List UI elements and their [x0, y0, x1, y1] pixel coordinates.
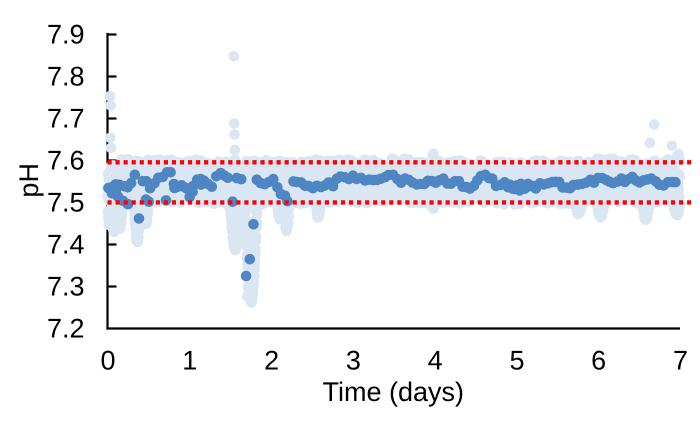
svg-text:7: 7 — [673, 346, 688, 376]
svg-text:7.2: 7.2 — [47, 314, 85, 344]
svg-text:7.9: 7.9 — [47, 20, 85, 50]
svg-text:4: 4 — [428, 346, 443, 376]
svg-text:5: 5 — [509, 346, 524, 376]
svg-text:7.6: 7.6 — [47, 146, 85, 176]
svg-text:7.8: 7.8 — [47, 62, 85, 92]
svg-text:0: 0 — [100, 346, 115, 376]
svg-text:7.5: 7.5 — [47, 188, 85, 218]
svg-text:3: 3 — [346, 346, 361, 376]
svg-text:1: 1 — [182, 346, 197, 376]
svg-text:7.4: 7.4 — [47, 230, 85, 260]
svg-text:2: 2 — [264, 346, 279, 376]
svg-text:7.7: 7.7 — [47, 104, 85, 134]
svg-text:Time (days): Time (days) — [323, 377, 465, 407]
svg-text:7.3: 7.3 — [47, 272, 85, 302]
svg-text:6: 6 — [591, 346, 606, 376]
svg-text:pH: pH — [14, 163, 44, 198]
